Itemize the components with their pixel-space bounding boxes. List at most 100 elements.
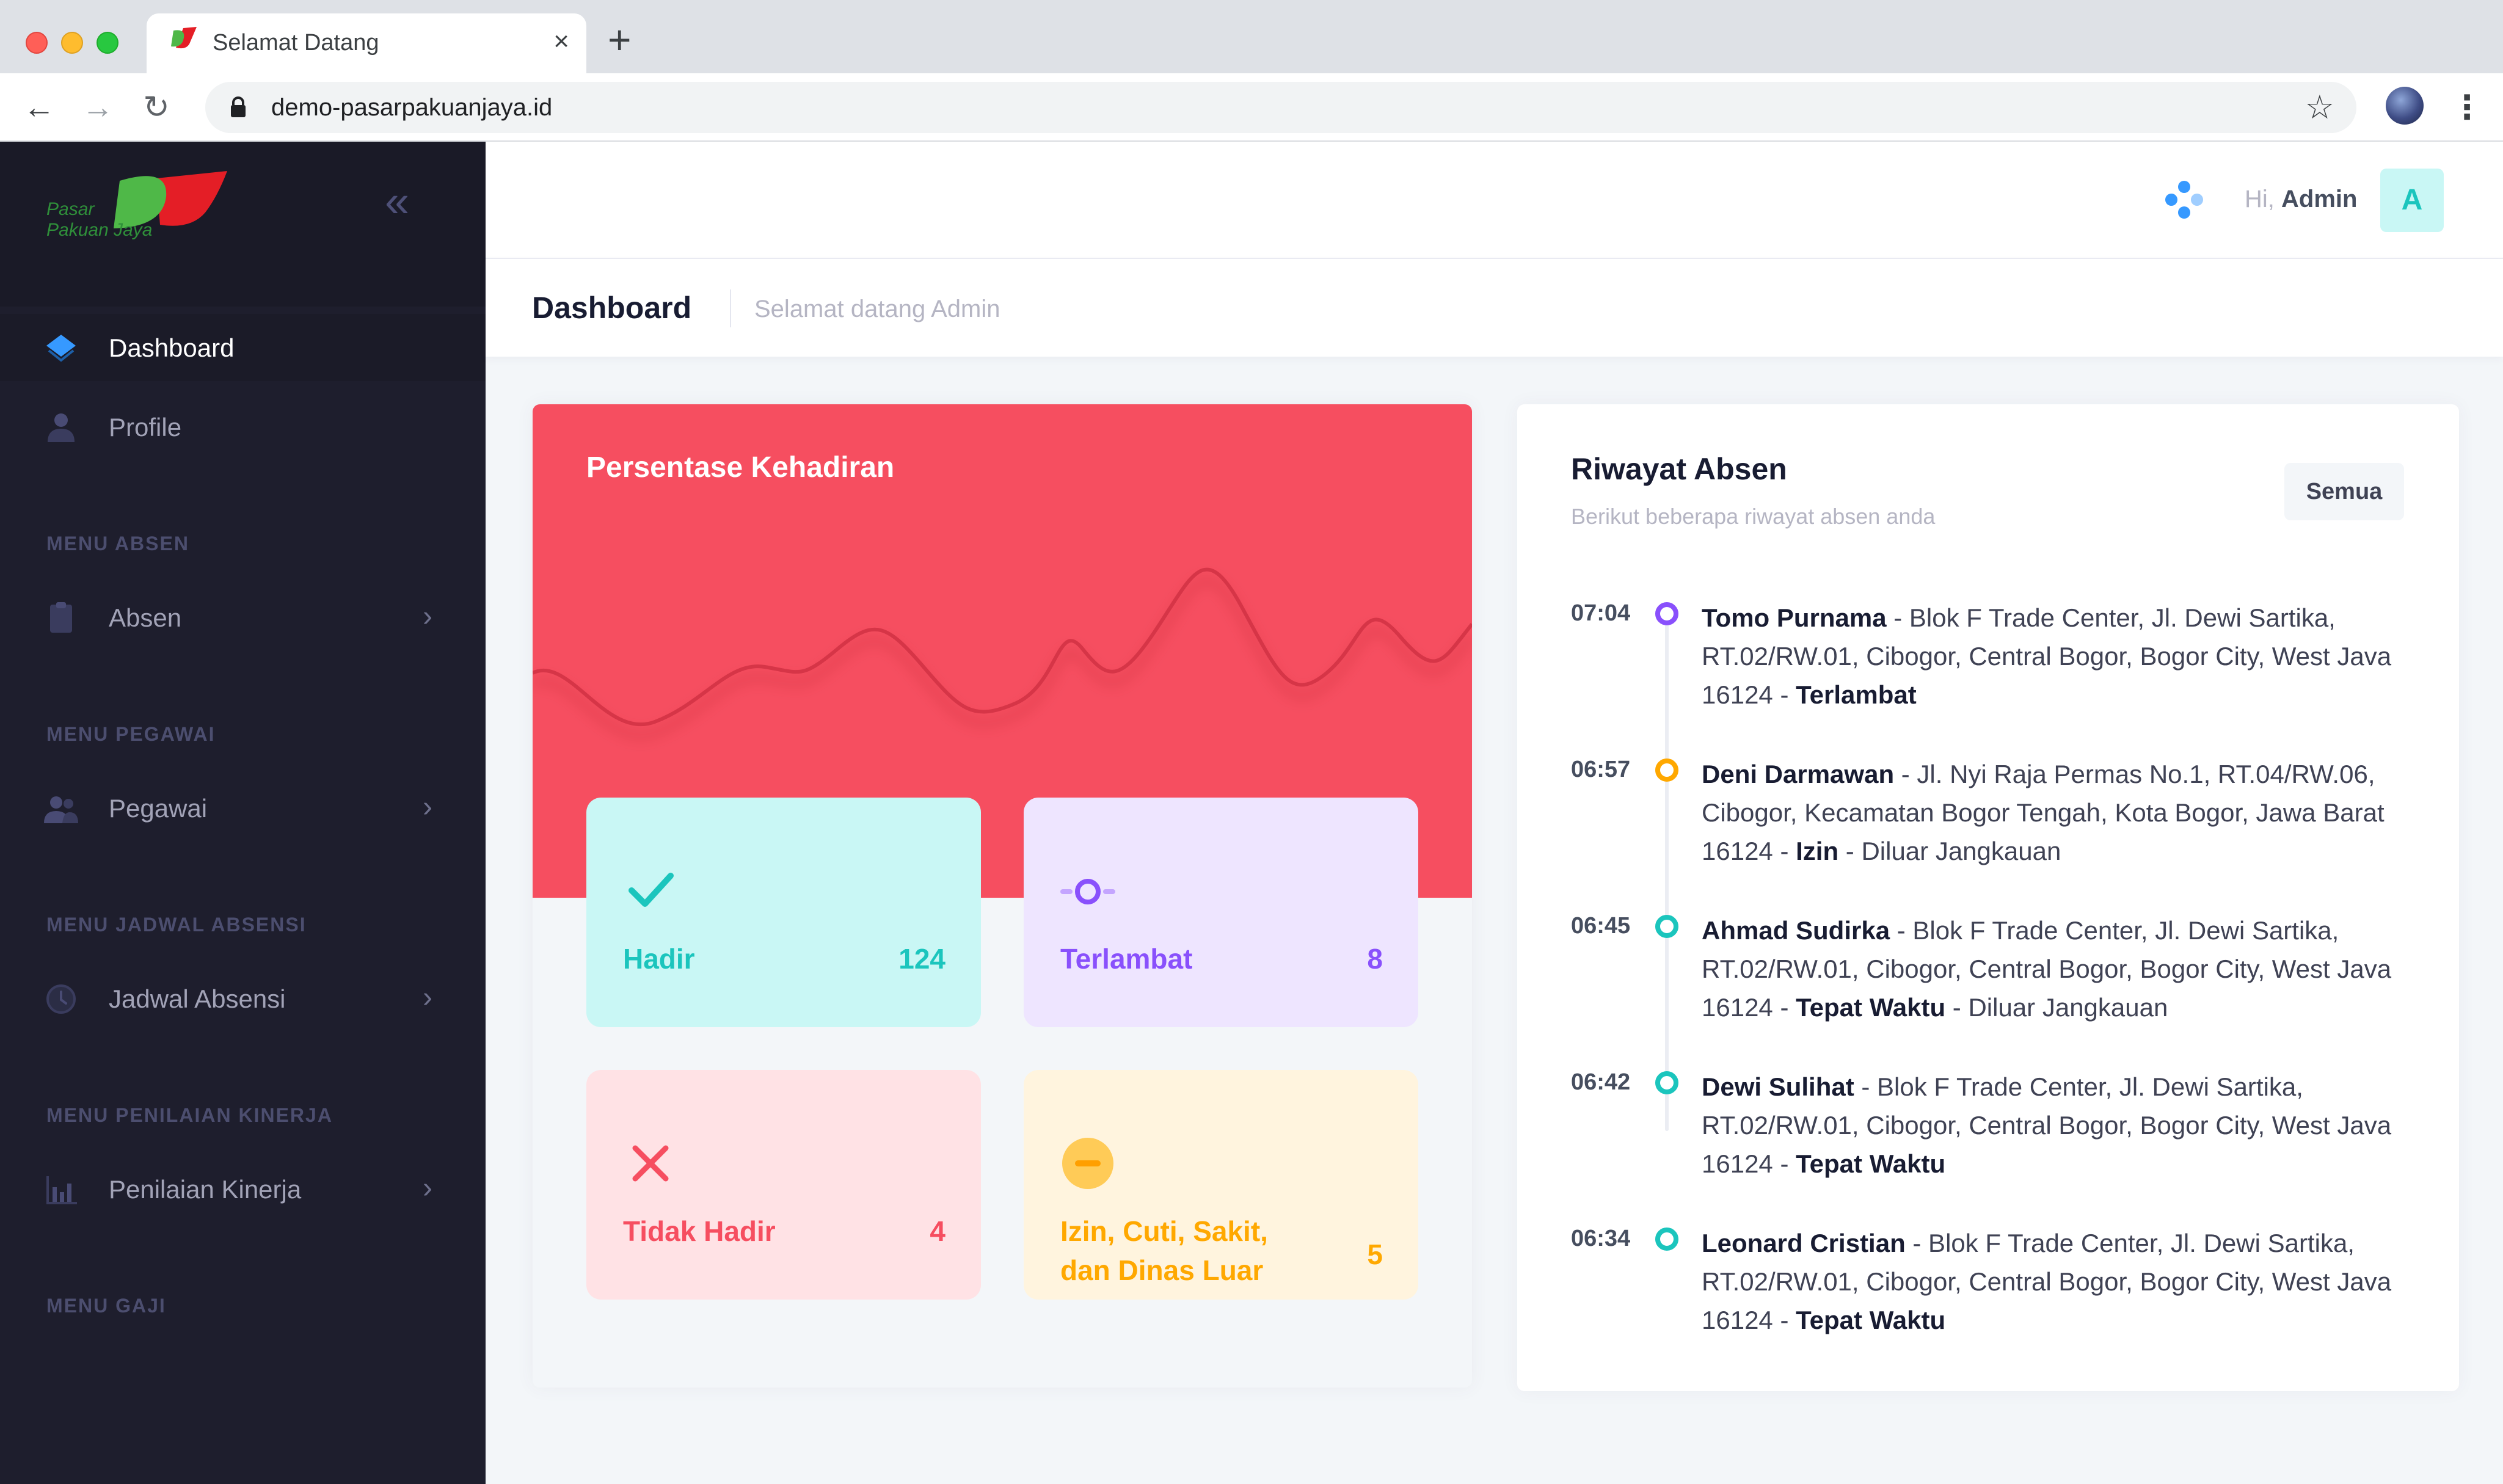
sidebar-item-profile[interactable]: Profile — [0, 393, 486, 460]
view-all-button[interactable]: Semua — [2284, 463, 2404, 520]
sidebar-item-label: Absen — [109, 603, 182, 632]
brand-name-line2: Pakuan Jaya — [46, 220, 152, 240]
window-close-button[interactable] — [26, 32, 48, 54]
brand-logo[interactable]: Pasar Pakuan Jaya — [46, 154, 230, 252]
stat-label: Terlambat — [1060, 943, 1193, 975]
browser-tab[interactable]: Selamat Datang × — [147, 13, 586, 73]
lock-icon — [231, 96, 246, 117]
entry-status: Izin — [1796, 837, 1839, 865]
user-icon — [48, 413, 75, 442]
browser-profile-avatar[interactable] — [2386, 87, 2424, 125]
sidebar-item-label: Pegawai — [109, 794, 208, 823]
reload-button[interactable]: ↻ — [143, 90, 170, 125]
site-favicon-icon — [171, 27, 197, 49]
subheader: Dashboard Selamat datang Admin — [486, 259, 2503, 357]
bookmark-star-icon[interactable]: ☆ — [2304, 89, 2334, 126]
stat-tile-hadir[interactable]: Hadir 124 — [586, 798, 981, 1027]
attendance-history-card: Riwayat Absen Berikut beberapa riwayat a… — [1517, 404, 2459, 1391]
timeline-dot-icon — [1655, 1228, 1678, 1251]
sidebar-item-jadwal-absensi[interactable]: Jadwal Absensi › — [0, 965, 486, 1032]
attendance-title: Persentase Kehadiran — [586, 451, 895, 484]
collapse-sidebar-icon[interactable]: « — [385, 177, 409, 226]
users-icon — [44, 796, 78, 823]
stat-label: Hadir — [623, 943, 695, 975]
brand-name-line1: Pasar — [46, 199, 95, 219]
timeline-dot-icon — [1655, 758, 1678, 782]
tab-close-button[interactable]: × — [553, 26, 569, 56]
entry-status: Tepat Waktu — [1796, 1306, 1946, 1334]
window-maximize-button[interactable] — [97, 32, 118, 54]
history-subtitle: Berikut beberapa riwayat absen anda — [1571, 504, 1936, 529]
entry-address: - Jl. Nyi Raja Permas No.1, RT.04/RW.06,… — [1702, 760, 2385, 865]
check-icon — [628, 873, 674, 907]
entry-name: Ahmad Sudirka — [1702, 916, 1890, 945]
chevron-right-icon: › — [423, 600, 432, 633]
browser-menu-icon[interactable]: ⋮ — [2450, 89, 2483, 126]
sidebar-item-label: Profile — [109, 413, 182, 442]
apps-dots-icon[interactable] — [2163, 178, 2206, 221]
timeline-dot-icon — [1655, 915, 1678, 938]
entry-text: Ahmad Sudirka - Blok F Trade Center, Jl.… — [1702, 911, 2416, 1027]
entry-text: Leonard Cristian - Blok F Trade Center, … — [1702, 1224, 2416, 1339]
entry-note: - Diluar Jangkauan — [1838, 837, 2061, 865]
entry-time: 06:34 — [1571, 1226, 1631, 1251]
stat-label: Tidak Hadir — [623, 1215, 776, 1247]
sidebar-item-dashboard[interactable]: Dashboard — [0, 314, 486, 381]
page-subtitle: Selamat datang Admin — [754, 296, 1000, 322]
sidebar: Pasar Pakuan Jaya « Dashboard Profile ME… — [0, 142, 486, 1484]
entry-address: - Blok F Trade Center, Jl. Dewi Sartika,… — [1702, 603, 2392, 709]
attendance-wave-chart — [533, 567, 1472, 727]
stat-tile-terlambat[interactable]: Terlambat 8 — [1024, 798, 1418, 1027]
entry-note: - Diluar Jangkauan — [1945, 993, 2168, 1022]
attendance-card: Persentase Kehadiran Hadir 124 Terlambat… — [533, 404, 1472, 1388]
browser-toolbar: ← → ↻ demo-pasarpakuanjaya.id ☆ ⋮ — [0, 73, 2503, 142]
page-title: Dashboard — [532, 291, 692, 325]
entry-status: Tepat Waktu — [1796, 993, 1946, 1022]
address-bar[interactable]: demo-pasarpakuanjaya.id ☆ — [205, 82, 2356, 133]
new-tab-button[interactable]: + — [608, 17, 632, 62]
forward-button[interactable]: → — [82, 90, 114, 125]
greeting-text: Hi, — [2245, 186, 2275, 213]
close-icon — [632, 1145, 669, 1182]
window-minimize-button[interactable] — [61, 32, 83, 54]
entry-text: Tomo Purnama - Blok F Trade Center, Jl. … — [1702, 598, 2416, 714]
bar-chart-icon — [46, 1176, 77, 1204]
section-menu-penilaian-kinerja: MENU PENILAIAN KINERJA — [46, 1104, 333, 1126]
url-text[interactable]: demo-pasarpakuanjaya.id — [271, 94, 553, 121]
stat-label: Izin, Cuti, Sakit, dan Dinas Luar — [1060, 1215, 1268, 1286]
back-button[interactable]: ← — [23, 90, 55, 125]
history-title: Riwayat Absen — [1571, 452, 1787, 486]
entry-text: Deni Darmawan - Jl. Nyi Raja Permas No.1… — [1702, 755, 2416, 870]
chevron-right-icon: › — [423, 791, 432, 823]
browser-tab-bar: Selamat Datang × + — [0, 0, 2503, 73]
section-menu-jadwal-absensi: MENU JADWAL ABSENSI — [46, 914, 307, 936]
stat-value: 124 — [898, 943, 945, 975]
stat-tile-tidak-hadir[interactable]: Tidak Hadir 4 — [586, 1070, 981, 1300]
stat-value: 8 — [1367, 943, 1383, 975]
entry-status: Tepat Waktu — [1796, 1149, 1946, 1178]
timeline-dot-icon — [1655, 602, 1678, 625]
section-menu-pegawai: MENU PEGAWAI — [46, 723, 216, 745]
sidebar-item-label: Jadwal Absensi — [109, 984, 286, 1013]
entry-status: Terlambat — [1796, 680, 1917, 709]
user-avatar[interactable]: A — [2380, 169, 2444, 232]
sidebar-item-pegawai[interactable]: Pegawai › — [0, 774, 486, 842]
entry-address: - Blok F Trade Center, Jl. Dewi Sartika,… — [1702, 1072, 2392, 1178]
stat-value: 4 — [930, 1215, 945, 1247]
entry-time: 06:45 — [1571, 913, 1631, 939]
sidebar-item-penilaian-kinerja[interactable]: Penilaian Kinerja › — [0, 1155, 486, 1223]
section-menu-absen: MENU ABSEN — [46, 533, 189, 555]
sidebar-brand: Pasar Pakuan Jaya « — [0, 142, 486, 307]
stat-value: 5 — [1367, 1238, 1383, 1270]
sidebar-item-label: Penilaian Kinerja — [109, 1175, 302, 1204]
user-greeting[interactable]: Hi, Admin — [2245, 184, 2357, 214]
stat-tile-izin[interactable]: Izin, Cuti, Sakit, dan Dinas Luar 5 — [1024, 1070, 1418, 1300]
sidebar-item-absen[interactable]: Absen › — [0, 584, 486, 651]
entry-name: Deni Darmawan — [1702, 760, 1895, 788]
entry-address: - Blok F Trade Center, Jl. Dewi Sartika,… — [1702, 916, 2392, 1022]
sidebar-item-label: Dashboard — [109, 333, 235, 362]
entry-name: Tomo Purnama — [1702, 603, 1887, 632]
section-menu-gaji: MENU GAJI — [46, 1295, 166, 1317]
entry-time: 06:42 — [1571, 1069, 1631, 1095]
chevron-right-icon: › — [423, 981, 432, 1014]
